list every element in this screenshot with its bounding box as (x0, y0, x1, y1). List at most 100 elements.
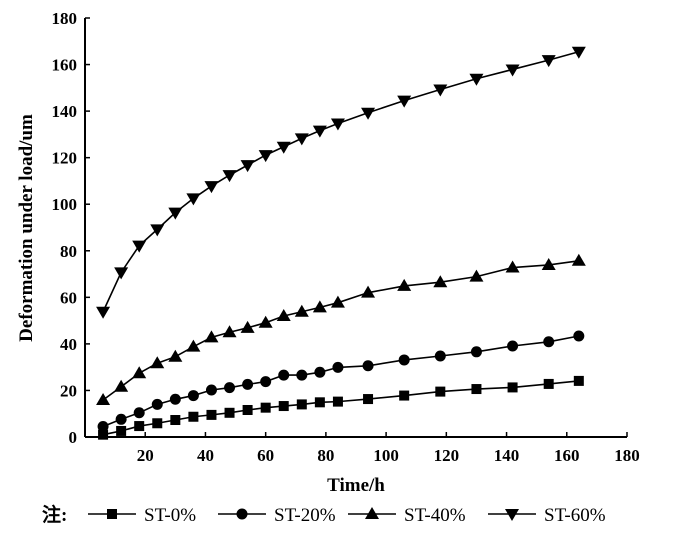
x-tick-label: 100 (373, 446, 399, 465)
data-point (224, 407, 235, 418)
x-tick-label: 180 (614, 446, 640, 465)
data-point (114, 379, 129, 392)
data-point (115, 413, 127, 425)
data-point (134, 421, 145, 432)
y-tick-label: 0 (69, 428, 78, 447)
legend: 注: ST-0% ST-20% ST-40% ST-60% (42, 503, 606, 526)
data-point (398, 354, 410, 366)
data-point (132, 366, 147, 379)
legend-label: ST-20% (274, 505, 336, 526)
data-point (188, 411, 199, 422)
data-point (152, 418, 163, 429)
data-point (541, 257, 556, 270)
series-st-40pct (96, 253, 586, 405)
data-point (296, 369, 308, 381)
series-line (102, 380, 579, 436)
data-point (242, 404, 253, 415)
data-point (397, 278, 412, 291)
data-point (150, 224, 165, 237)
data-point (397, 95, 412, 108)
data-point (258, 150, 273, 163)
data-point (260, 376, 272, 388)
series-line (102, 259, 579, 401)
x-tick-label: 120 (434, 446, 460, 465)
data-point (362, 360, 374, 372)
data-point (314, 397, 325, 408)
x-axis-label: Time/h (327, 475, 385, 496)
data-point (186, 339, 201, 352)
data-point (312, 300, 327, 313)
data-point (469, 269, 484, 282)
y-tick-label: 120 (52, 149, 78, 168)
data-point (96, 306, 111, 319)
data-point (433, 84, 448, 97)
data-point (507, 382, 518, 393)
x-tick-label: 140 (494, 446, 520, 465)
data-point (471, 384, 482, 395)
data-point (330, 295, 345, 308)
axes: 0 20 40 60 80 100 120 140 160 180 20 40 60 80 100 120 14… (52, 9, 640, 465)
data-point (571, 253, 586, 266)
legend-marker (236, 508, 248, 520)
data-point (507, 340, 519, 352)
data-point (240, 320, 255, 333)
data-point (470, 346, 482, 358)
legend-label: ST-0% (144, 505, 196, 526)
series-st-0pct (98, 375, 584, 440)
data-point (399, 390, 410, 401)
data-point (294, 133, 309, 146)
data-point (187, 390, 199, 402)
data-point (276, 308, 291, 321)
y-axis-label: Deformation under load/um (16, 114, 37, 342)
data-point (294, 304, 309, 317)
y-tick-label: 40 (60, 335, 77, 354)
data-point (114, 267, 129, 280)
data-point (204, 181, 219, 194)
series-st-60pct (96, 46, 586, 319)
data-point (543, 378, 554, 389)
data-point (332, 361, 344, 373)
series-st-20pct (97, 330, 585, 433)
data-point (132, 240, 147, 253)
data-point (276, 141, 291, 154)
data-point (222, 170, 237, 183)
data-point (151, 398, 163, 410)
data-point (258, 315, 273, 328)
data-point (296, 399, 307, 410)
data-point (361, 285, 376, 298)
y-tick-label: 100 (52, 195, 78, 214)
data-point (543, 336, 555, 348)
data-point (278, 369, 290, 381)
data-point (170, 415, 181, 426)
series-line (102, 50, 580, 313)
y-tick-label: 160 (52, 56, 78, 75)
data-point (98, 429, 109, 440)
data-point (363, 394, 374, 405)
x-tick-label: 60 (257, 446, 274, 465)
data-point (573, 330, 585, 342)
data-point (312, 125, 327, 138)
data-point (573, 375, 584, 386)
y-tick-label: 20 (60, 381, 77, 400)
data-point (206, 409, 217, 420)
data-point (435, 386, 446, 397)
series-line (102, 335, 579, 428)
legend-prefix: 注: (42, 503, 67, 526)
data-point (240, 160, 255, 173)
legend-label: ST-60% (544, 505, 606, 526)
x-tick-label: 80 (317, 446, 334, 465)
data-point (330, 118, 345, 131)
y-tick-label: 140 (52, 102, 78, 121)
data-point (361, 107, 376, 120)
data-point (222, 325, 237, 338)
data-point (314, 366, 326, 378)
data-point (168, 207, 183, 220)
legend-marker (107, 509, 117, 519)
legend-marker (505, 509, 519, 521)
data-point (186, 193, 201, 206)
data-point (205, 384, 217, 396)
y-tick-label: 60 (60, 288, 77, 307)
x-tick-label: 20 (137, 446, 154, 465)
legend-marker (365, 507, 379, 519)
